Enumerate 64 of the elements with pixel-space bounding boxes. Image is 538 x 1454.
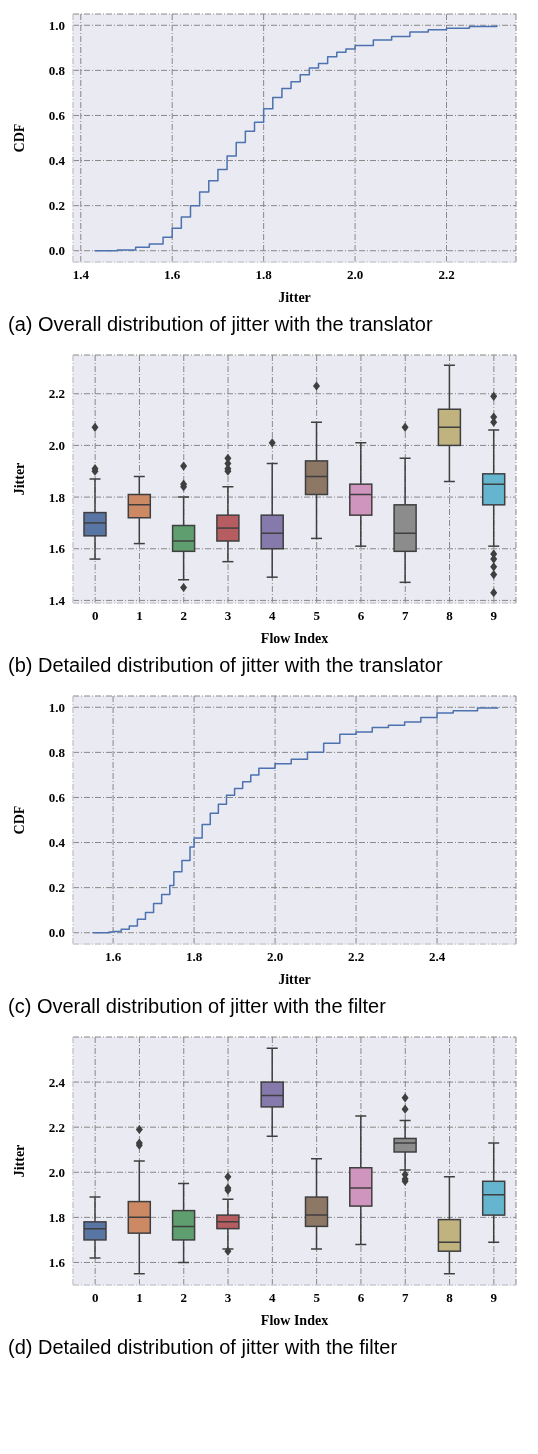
y-tick-label: 0.6 bbox=[48, 108, 66, 124]
y-axis-title: Jitter bbox=[11, 1144, 27, 1178]
x-tick-label: 1 bbox=[136, 608, 143, 624]
y-tick-label: 0.0 bbox=[48, 925, 65, 941]
x-tick-label: 1.6 bbox=[164, 267, 181, 283]
y-tick-label: 2.0 bbox=[48, 1164, 65, 1180]
y-axis-title: CDF bbox=[11, 805, 27, 835]
x-tick-label: 2.2 bbox=[347, 949, 365, 965]
x-axis-title: Jitter bbox=[278, 290, 311, 305]
x-tick-label: 9 bbox=[490, 1290, 498, 1306]
y-tick-label: 1.0 bbox=[48, 17, 65, 33]
x-tick-label: 0 bbox=[91, 608, 99, 624]
x-tick-label: 3 bbox=[224, 608, 232, 624]
text: (a) Overall distribution of jitter with the translator bbox=[8, 312, 434, 337]
x-tick-label: 1.6 bbox=[104, 949, 122, 965]
x-tick-label: 2 bbox=[180, 608, 187, 624]
text: (d) Detailed distribution of jitter with the filter bbox=[8, 1335, 399, 1360]
x-tick-label: 1.4 bbox=[72, 267, 90, 283]
x-axis-title: Jitter bbox=[278, 972, 311, 987]
x-tick-label: 9 bbox=[490, 608, 498, 624]
y-tick-label: 0.0 bbox=[48, 243, 65, 259]
x-tick-label: 3 bbox=[224, 1290, 232, 1306]
x-tick-label: 5 bbox=[313, 608, 321, 624]
text: (c) Overall distribution of jitter with the filter bbox=[8, 994, 387, 1019]
y-tick-label: 2.2 bbox=[48, 1119, 65, 1135]
x-tick-label: 2.0 bbox=[266, 949, 284, 965]
text: (b) Detailed distribution of jitter with the translator bbox=[8, 653, 444, 678]
y-tick-label: 2.0 bbox=[48, 438, 65, 454]
x-tick-label: 1 bbox=[136, 1290, 143, 1306]
y-tick-label: 0.2 bbox=[48, 880, 65, 896]
x-tick-label: 2.0 bbox=[346, 267, 364, 283]
x-axis-title: Flow Index bbox=[260, 1313, 329, 1328]
x-tick-label: 6 bbox=[357, 1290, 365, 1306]
y-tick-label: 1.4 bbox=[48, 593, 66, 609]
y-tick-label: 1.8 bbox=[48, 1209, 66, 1225]
y-tick-label: 1.0 bbox=[48, 699, 65, 715]
x-axis-title: Flow Index bbox=[260, 631, 329, 646]
x-tick-label: 6 bbox=[357, 608, 365, 624]
y-axis-title: Jitter bbox=[11, 462, 27, 496]
y-axis-title: CDF bbox=[11, 123, 27, 153]
y-tick-label: 1.6 bbox=[48, 1255, 66, 1271]
x-tick-label: 8 bbox=[446, 608, 454, 624]
y-tick-label: 0.4 bbox=[48, 153, 66, 169]
y-tick-label: 0.2 bbox=[48, 198, 65, 214]
x-tick-label: 4 bbox=[269, 608, 277, 624]
y-tick-label: 1.8 bbox=[48, 489, 66, 505]
x-tick-label: 1.8 bbox=[185, 949, 203, 965]
x-tick-label: 7 bbox=[402, 608, 409, 624]
y-tick-label: 0.8 bbox=[48, 62, 66, 78]
y-tick-label: 0.6 bbox=[48, 790, 66, 806]
x-tick-label: 8 bbox=[446, 1290, 454, 1306]
x-tick-label: 5 bbox=[313, 1290, 321, 1306]
y-tick-label: 0.4 bbox=[48, 835, 66, 851]
y-tick-label: 2.4 bbox=[48, 1074, 66, 1090]
x-tick-label: 2 bbox=[180, 1290, 187, 1306]
y-tick-label: 1.6 bbox=[48, 541, 66, 557]
x-tick-label: 7 bbox=[402, 1290, 409, 1306]
y-tick-label: 2.2 bbox=[48, 386, 65, 402]
x-tick-label: 2.2 bbox=[438, 267, 455, 283]
y-tick-label: 0.8 bbox=[48, 744, 66, 760]
x-tick-label: 4 bbox=[269, 1290, 277, 1306]
x-tick-label: 0 bbox=[91, 1290, 99, 1306]
x-tick-label: 2.4 bbox=[428, 949, 446, 965]
x-tick-label: 1.8 bbox=[255, 267, 273, 283]
